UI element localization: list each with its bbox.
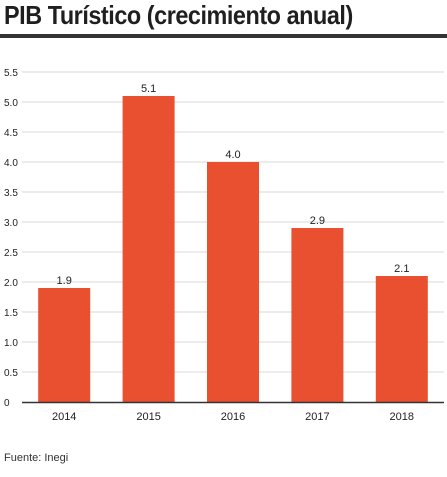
bar-value-label: 2.9 [310,215,325,227]
bar-value-label: 2.1 [394,263,409,275]
x-tick-label: 2014 [52,411,76,423]
bar-chart: 0 0.5 1.0 1.5 2.0 2.5 3.0 3.5 4.0 4.5 5.0 5.5 1.9 5.… [4,68,444,423]
bars [38,96,428,402]
y-tick-label: 1.5 [4,308,18,319]
chart-title: PIB Turístico (crecimiento anual) [4,0,353,30]
x-axis-ticks: 2014 2015 2016 2017 2018 [52,411,414,423]
x-tick-label: 2016 [221,411,245,423]
data-labels: 1.9 5.1 4.0 2.9 2.1 [57,83,410,287]
bar-value-label: 4.0 [225,149,240,161]
source-note: Fuente: Inegi [4,452,69,464]
x-tick-label: 2017 [305,411,329,423]
x-tick-label: 2015 [136,411,160,423]
bar [122,96,175,402]
gridlines [22,71,444,373]
bar [375,276,428,402]
y-tick-label: 1.0 [4,338,18,349]
bar-value-label: 1.9 [57,275,72,287]
bar [207,162,259,402]
y-tick-label: 3.5 [4,188,18,199]
y-tick-label: 5.0 [4,98,18,109]
y-tick-label: 0 [4,398,10,409]
y-tick-label: 2.5 [4,248,18,259]
y-tick-label: 5.5 [4,68,18,79]
y-tick-label: 4.5 [4,128,18,139]
title-divider [0,34,447,38]
y-tick-label: 4.0 [4,158,18,169]
bar [291,228,344,402]
y-axis-ticks: 0 0.5 1.0 1.5 2.0 2.5 3.0 3.5 4.0 4.5 5.0 5.5 [4,68,18,409]
x-tick-label: 2018 [390,411,414,423]
y-tick-label: 0.5 [4,368,18,379]
bar-value-label: 5.1 [141,83,156,95]
bar [38,288,91,402]
y-tick-label: 2.0 [4,278,18,289]
y-tick-label: 3.0 [4,218,18,229]
